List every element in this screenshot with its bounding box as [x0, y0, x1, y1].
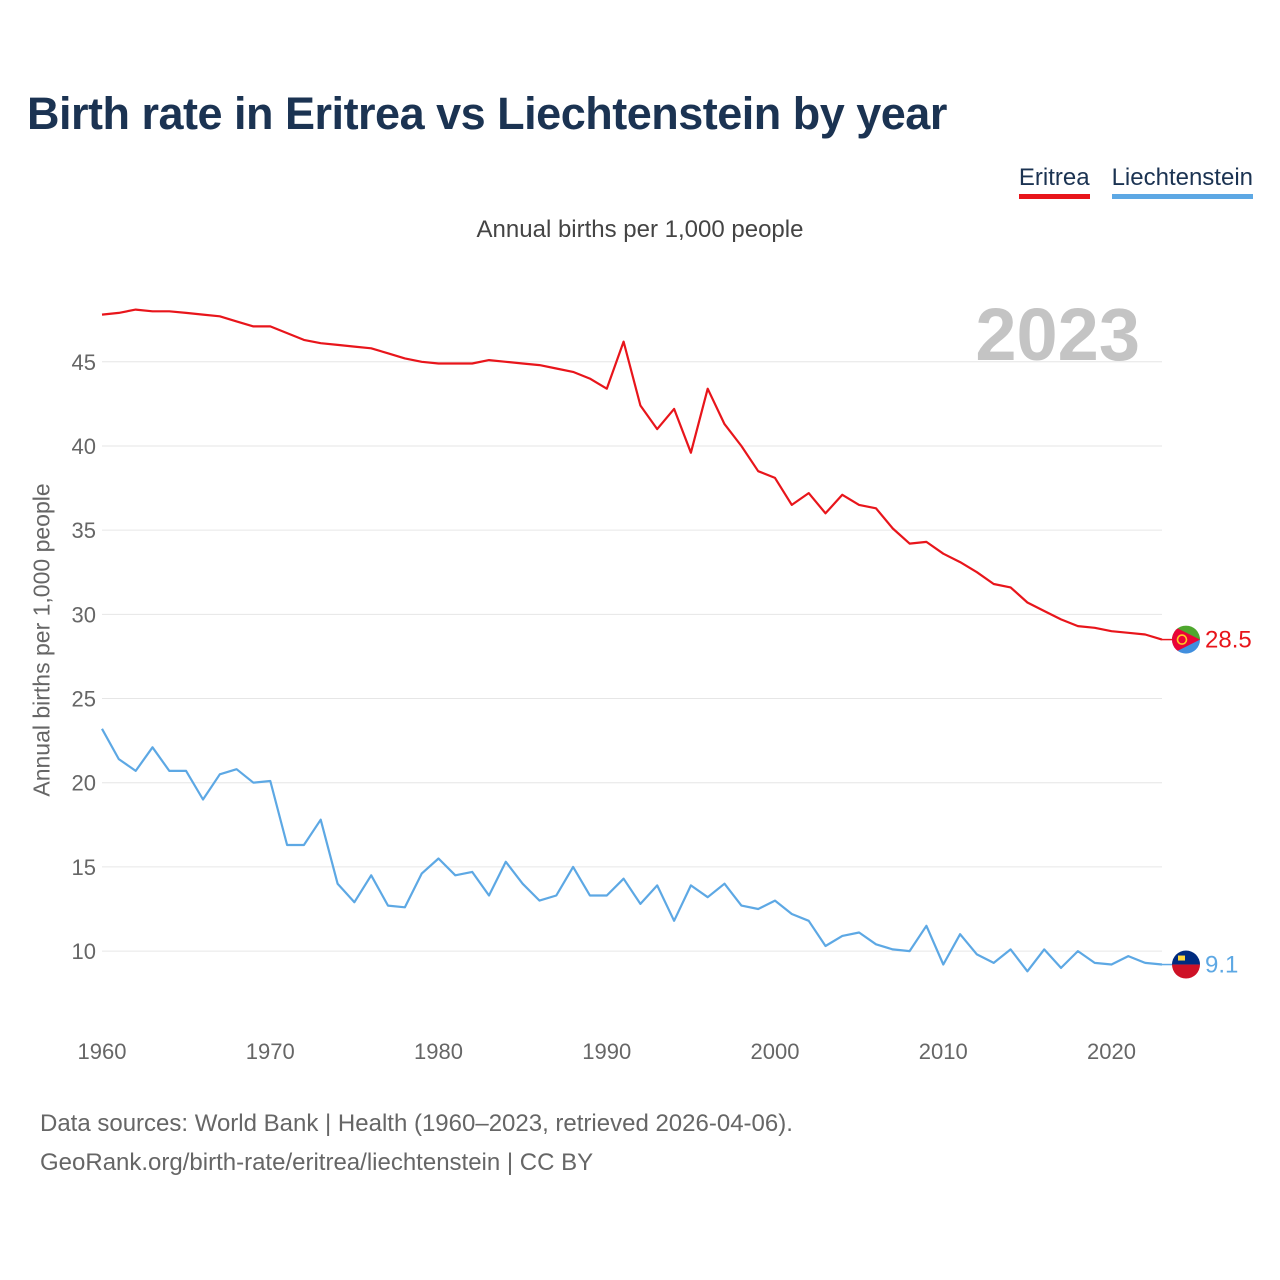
- y-tick-label-20: 20: [72, 771, 96, 796]
- end-value-label-eritrea: 28.5: [1205, 627, 1252, 654]
- x-tick-label-2020: 2020: [1087, 1039, 1136, 1064]
- flag-icon-liechtenstein: [1172, 950, 1200, 979]
- flag-liechtenstein-red: [1172, 964, 1200, 979]
- legend-item-eritrea[interactable]: Eritrea: [1018, 164, 1090, 199]
- y-tick-label-45: 45: [72, 350, 96, 375]
- year-watermark: 2023: [975, 293, 1140, 376]
- x-tick-label-1970: 1970: [246, 1039, 295, 1064]
- chart-title: Birth rate in Eritrea vs Liechtenstein b…: [27, 88, 947, 139]
- x-tick-label-1960: 1960: [78, 1039, 127, 1064]
- flag-eritrea-emblem: [1176, 634, 1188, 645]
- x-tick-label-2000: 2000: [751, 1039, 800, 1064]
- y-tick-label-15: 15: [72, 855, 96, 880]
- flag-liechtenstein-crown: [1178, 955, 1185, 961]
- legend-item-liechtenstein[interactable]: Liechtenstein: [1111, 164, 1253, 199]
- x-tick-label-1990: 1990: [582, 1039, 631, 1064]
- y-tick-label-10: 10: [72, 939, 96, 964]
- y-tick-label-40: 40: [72, 434, 96, 459]
- source-url: GeoRank.org/birth-rate/eritrea/liechtens…: [40, 1149, 594, 1176]
- flag-liechtenstein-blue: [1172, 950, 1200, 965]
- x-tick-label-1980: 1980: [414, 1039, 463, 1064]
- legend: Eritrea Liechtenstein: [1018, 164, 1253, 199]
- series-line-eritrea: [101, 308, 1163, 641]
- y-tick-label-25: 25: [72, 687, 96, 712]
- chart-subtitle: Annual births per 1,000 people: [476, 216, 804, 243]
- flag-icon-eritrea: [1172, 625, 1200, 654]
- data-source-note: Data sources: World Bank | Health (1960–…: [40, 1110, 793, 1137]
- series-line-liechtenstein: [101, 728, 1163, 973]
- footer: Data sources: World Bank | Health (1960–…: [40, 1104, 793, 1182]
- y-tick-label-35: 35: [72, 518, 96, 543]
- end-value-label-liechtenstein: 9.1: [1205, 952, 1238, 979]
- x-tick-label-2010: 2010: [919, 1039, 968, 1064]
- y-tick-label-30: 30: [72, 602, 96, 627]
